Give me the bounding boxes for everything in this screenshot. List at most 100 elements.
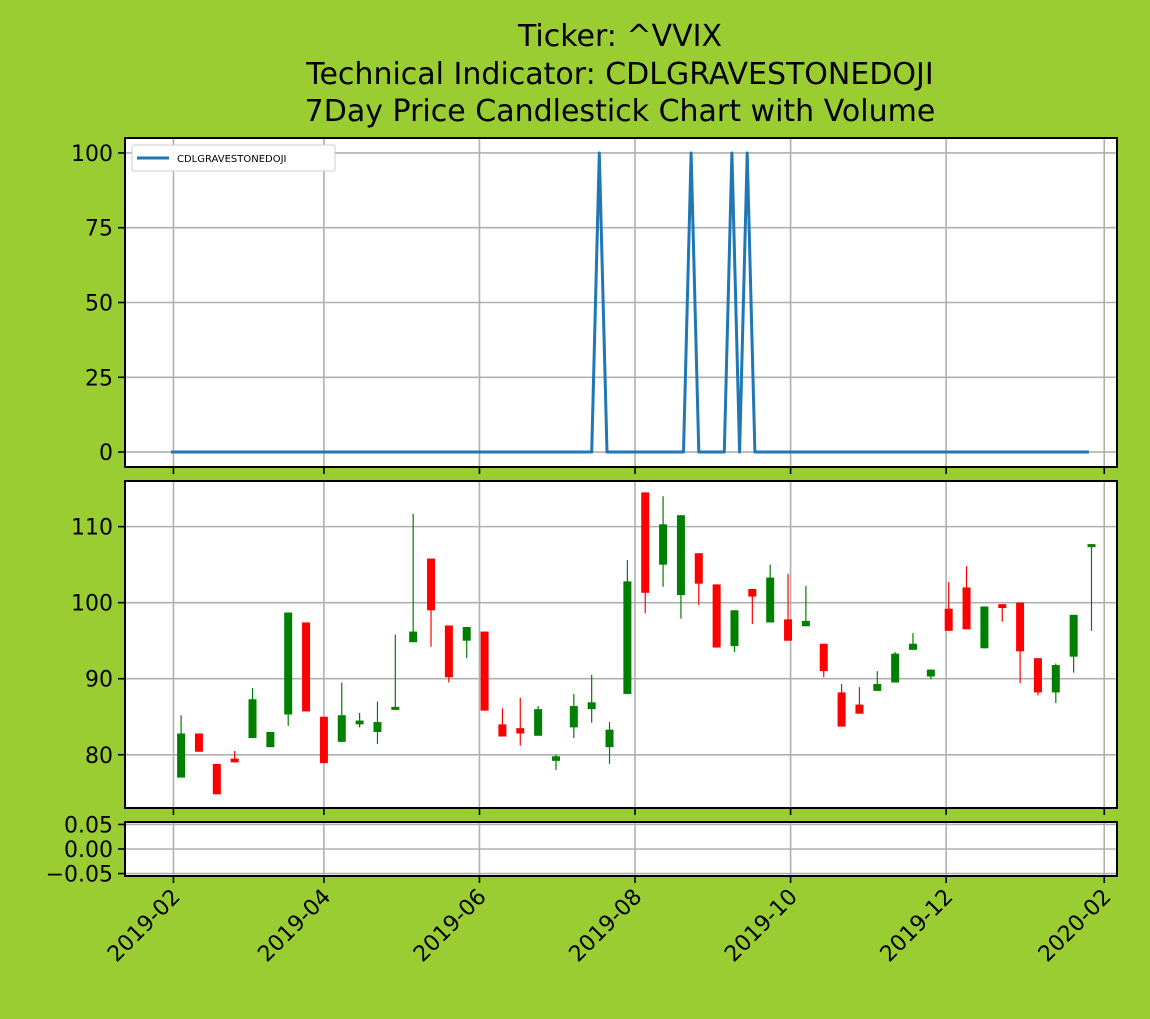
candle xyxy=(266,731,275,748)
candle-body xyxy=(534,709,543,736)
candle-body xyxy=(248,699,257,739)
candle-body xyxy=(748,588,757,597)
candle-body xyxy=(373,722,382,732)
y-tick-label: −0.05 xyxy=(46,863,113,888)
candle xyxy=(391,634,400,710)
indicator-series-group xyxy=(170,151,1089,454)
candle xyxy=(569,693,578,739)
candle xyxy=(855,687,864,714)
candle xyxy=(427,558,436,647)
indicator-y-axis: 0 25 50 75 100 xyxy=(71,142,1106,474)
y-tick-label: 100 xyxy=(71,142,113,167)
candle xyxy=(516,697,525,746)
candle xyxy=(641,492,650,614)
y-tick-label: 80 xyxy=(85,744,113,769)
candle xyxy=(926,669,935,680)
indicator-series-line xyxy=(170,151,1089,454)
candle xyxy=(212,763,221,795)
candle-body xyxy=(1069,614,1078,657)
candle xyxy=(480,631,489,711)
candle-body xyxy=(284,612,293,715)
candle xyxy=(837,684,846,727)
candle-body xyxy=(998,604,1007,608)
candle-body xyxy=(391,706,400,710)
volume-grid xyxy=(125,822,1117,876)
candle-body xyxy=(676,515,685,596)
candlestick-series-group xyxy=(177,492,1096,795)
candle-body xyxy=(659,524,668,565)
candle-body xyxy=(319,716,328,764)
candle-body xyxy=(462,627,471,641)
candle-body xyxy=(694,553,703,584)
candle-body xyxy=(587,702,596,710)
candle xyxy=(462,627,471,659)
candle-body xyxy=(1087,544,1096,548)
x-tick-label: 2020-02 xyxy=(1034,885,1117,968)
candle-body xyxy=(926,669,935,677)
candle xyxy=(551,754,560,770)
x-tick-label: 2019-10 xyxy=(720,885,803,968)
candlestick-y-axis: 80 90 100 110 xyxy=(71,516,1106,815)
candle-body xyxy=(891,653,900,683)
candle xyxy=(248,687,257,739)
candle-body xyxy=(355,720,364,725)
candle-body xyxy=(623,581,632,694)
candle xyxy=(623,560,632,694)
candle-body xyxy=(444,625,453,678)
candle-body xyxy=(337,715,346,742)
candle-body xyxy=(302,622,311,712)
candle-body xyxy=(1033,658,1042,693)
candle xyxy=(1051,663,1060,704)
candlestick-frame xyxy=(124,480,1118,809)
x-tick-label: 2019-12 xyxy=(876,885,959,968)
legend-box xyxy=(131,144,336,172)
indicator-legend: CDLGRAVESTONEDOJI xyxy=(131,144,336,172)
candle-body xyxy=(266,731,275,748)
candle xyxy=(319,716,328,764)
candle xyxy=(801,585,810,627)
candle xyxy=(659,496,668,587)
candle xyxy=(1069,614,1078,673)
y-tick-label: 100 xyxy=(71,592,113,617)
candle-body xyxy=(837,692,846,727)
x-tick-label: 2019-06 xyxy=(409,885,492,968)
candle xyxy=(284,612,293,726)
candle xyxy=(605,722,614,764)
candle-body xyxy=(944,608,953,631)
candle xyxy=(355,712,364,728)
candle xyxy=(784,573,793,641)
candle xyxy=(748,588,757,624)
candle xyxy=(194,733,203,752)
indicator-panel: CDLGRAVESTONEDOJI 0 25 50 75 100 xyxy=(71,137,1118,474)
candle xyxy=(712,584,721,648)
candle-body xyxy=(766,577,775,623)
candle xyxy=(819,643,828,678)
candle xyxy=(962,566,971,630)
y-tick-label: 50 xyxy=(85,292,113,317)
candle-body xyxy=(212,763,221,795)
volume-y-axis: 0.050.00−0.05 xyxy=(46,813,1106,888)
candle-body xyxy=(873,684,882,691)
candle-body xyxy=(1051,665,1060,693)
candle xyxy=(498,708,507,737)
candle-body xyxy=(730,610,739,647)
candle-body xyxy=(194,733,203,752)
x-tick-label: 2019-02 xyxy=(103,885,186,968)
candle xyxy=(730,610,739,653)
chart-title-line-1: Ticker: ^VVIX xyxy=(517,19,722,54)
candle xyxy=(444,625,453,683)
candlestick-plot-area xyxy=(125,481,1117,808)
chart-title-line-2: Technical Indicator: CDLGRAVESTONEDOJI xyxy=(305,57,933,92)
candle xyxy=(908,633,917,650)
candle-body xyxy=(962,587,971,630)
y-tick-label: 0 xyxy=(99,441,113,466)
chart-title-line-3: 7Day Price Candlestick Chart with Volume xyxy=(305,94,936,129)
candle-body xyxy=(409,631,418,643)
y-tick-label: 0.00 xyxy=(64,838,113,863)
candle-body xyxy=(230,758,239,763)
candle-body xyxy=(498,724,507,737)
candle xyxy=(694,553,703,605)
candle-body xyxy=(551,756,560,761)
candle xyxy=(1016,602,1025,684)
